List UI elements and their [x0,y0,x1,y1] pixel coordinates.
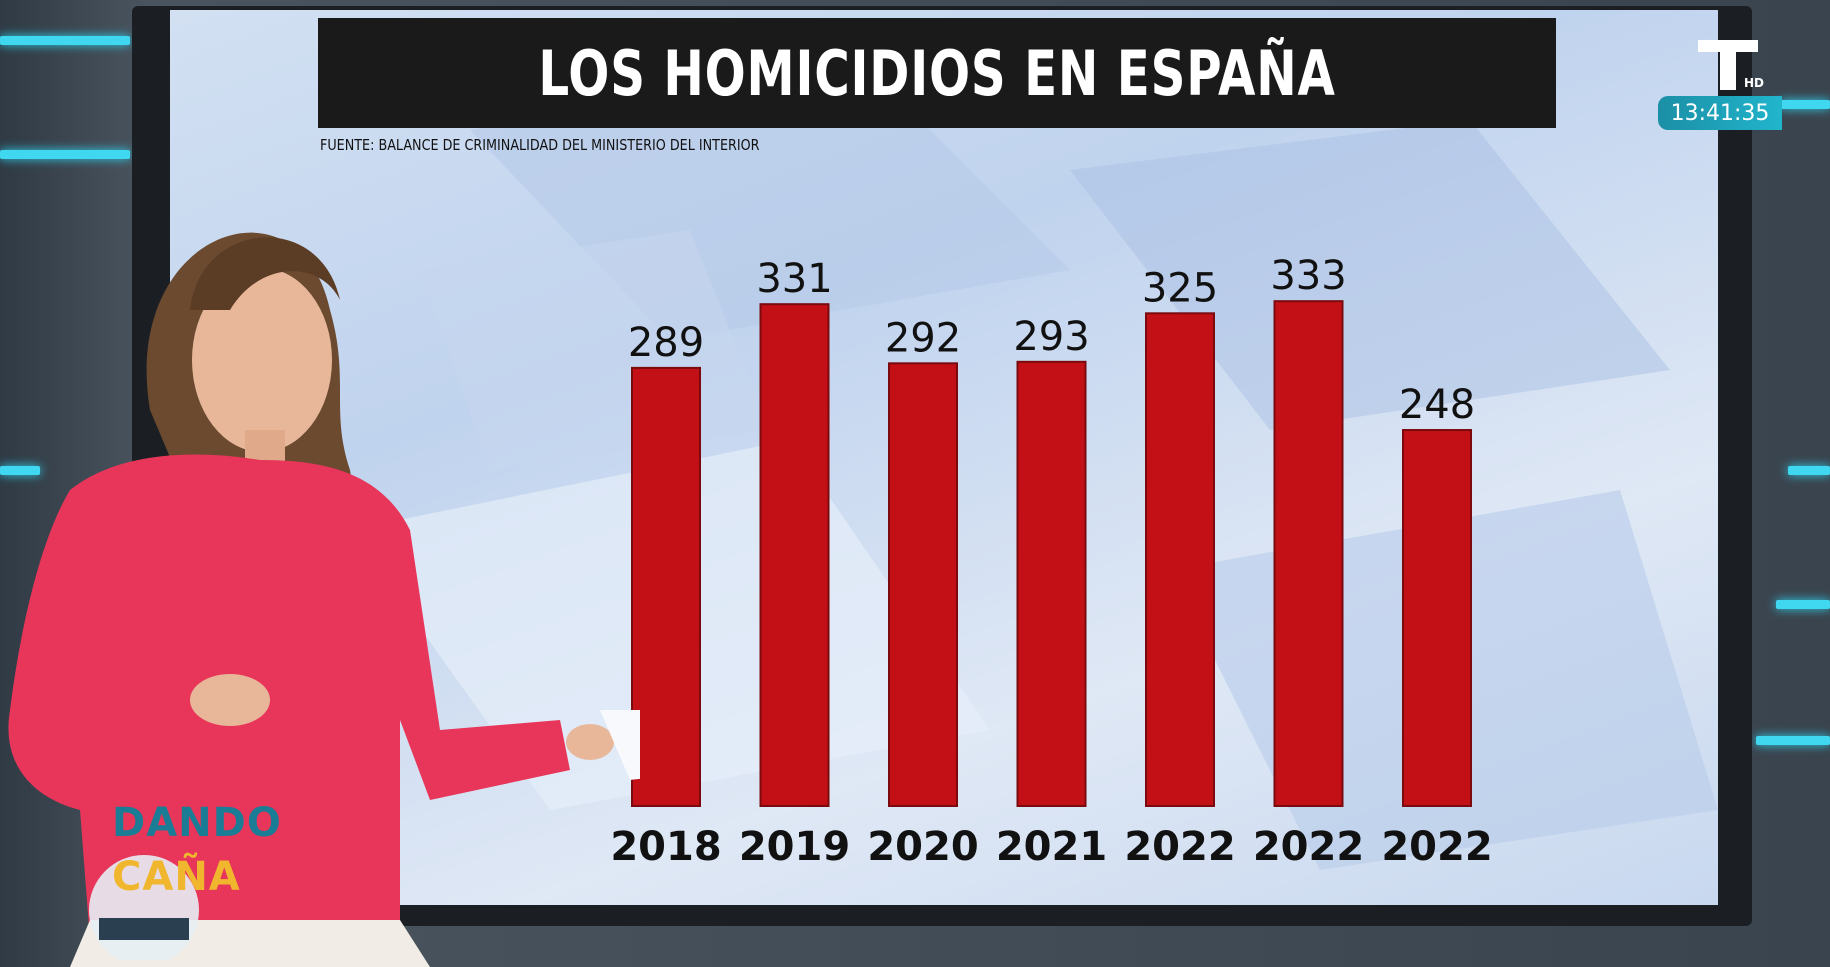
bar-3 [1016,360,1087,807]
bar-4 [1145,312,1215,807]
bar-2 [888,362,958,807]
chart-title: LOS HOMICIDIOS EN ESPAÑA [538,36,1336,110]
x-tick-label-2: 2020 [867,824,978,870]
data-label-5: 333 [1270,253,1346,299]
neon-light [1776,600,1830,609]
bar-chart: 289 2018 331 2019 292 2020 293 2021 325 2022 333 20… [610,253,1492,870]
neon-light [0,466,40,475]
show-logo-line2: CAÑA [112,854,241,900]
neon-light [1788,466,1830,475]
x-tick-label-3: 2021 [996,824,1107,870]
neon-light [0,150,130,159]
data-label-3: 293 [1013,314,1089,360]
bar-5 [1273,300,1344,807]
chart-title-bar: LOS HOMICIDIOS EN ESPAÑA [318,18,1556,128]
neon-light [1756,736,1830,745]
data-label-4: 325 [1142,265,1218,311]
bar-0 [631,366,701,807]
channel-logo [1696,38,1760,92]
data-label-1: 331 [756,256,832,302]
bar-6 [1402,429,1472,807]
show-logo: DANDO CAÑA [54,800,281,960]
data-label-2: 292 [885,315,961,361]
hd-label: HD [1744,76,1765,90]
chart-source: FUENTE: BALANCE DE CRIMINALIDAD DEL MINI… [320,136,760,154]
chart-screen: LOS HOMICIDIOS EN ESPAÑA FUENTE: BALANCE… [170,10,1718,905]
data-label-6: 248 [1399,382,1475,428]
show-logo-line1: DANDO [112,800,282,846]
x-tick-label-4: 2022 [1124,824,1235,870]
presenter [8,232,640,967]
neon-light [1780,100,1830,109]
neon-light [0,36,130,45]
x-tick-label-1: 2019 [739,824,850,870]
x-tick-label-0: 2018 [610,824,721,870]
data-label-0: 289 [628,320,704,366]
x-tick-label-5: 2022 [1253,824,1364,870]
x-tick-label-6: 2022 [1381,824,1492,870]
clock: 13:41:35 [1658,96,1782,130]
bar-1 [759,303,830,807]
